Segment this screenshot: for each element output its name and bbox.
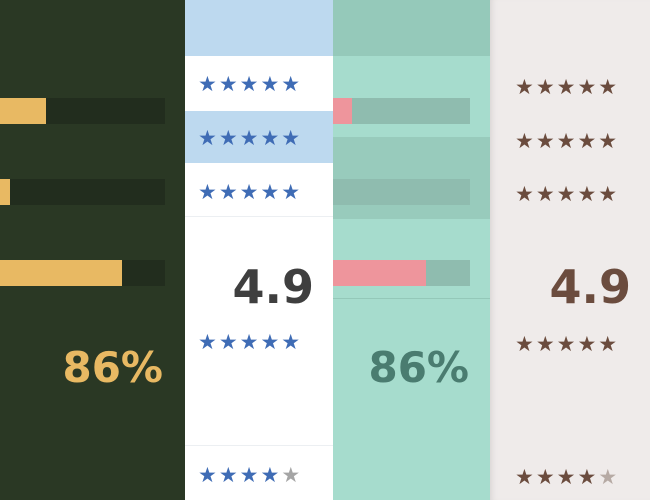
- star-empty-icon: ★: [598, 465, 620, 489]
- rating-bar-fill: [0, 179, 10, 205]
- star-rating: ★★★★★: [515, 182, 620, 206]
- rating-panel-blue: ★★★★★ ★★★★★ ★★★★★ 4.9 ★★★★★ ★★★★★: [185, 0, 333, 500]
- rating-score: 4.9: [232, 260, 315, 314]
- rating-bar-fill: [0, 98, 46, 124]
- star-rating: ★★★★★: [198, 330, 303, 354]
- star-rating: ★★★★★: [198, 180, 303, 204]
- star-rating-partial: ★★★★★: [198, 463, 302, 487]
- star-rating: ★★★★★: [198, 126, 303, 150]
- rating-percent: 86%: [368, 343, 469, 392]
- star-rating: ★★★★★: [515, 75, 620, 99]
- rating-bar-fill: [333, 260, 426, 286]
- rating-bar-track: [333, 260, 470, 286]
- rating-bar-track: [0, 179, 165, 205]
- panel-header: [185, 0, 333, 56]
- rating-bar-track: [333, 179, 470, 205]
- highlighted-row: [333, 137, 490, 219]
- rating-panel-grey: ★★★★★ ★★★★★ ★★★★★ 4.9 ★★★★★ ★★★★★: [490, 0, 650, 500]
- highlighted-row: [185, 111, 333, 163]
- star-rating: ★★★★★: [515, 129, 620, 153]
- star-empty-icon: ★: [281, 463, 303, 487]
- rating-panel-mint: 86%: [333, 0, 490, 500]
- rating-panel-dark: 86%: [0, 0, 185, 500]
- star-full-icon: ★★★★: [198, 463, 282, 487]
- row-divider: [185, 445, 333, 446]
- rating-bar-fill: [333, 98, 352, 124]
- rating-bar-track: [0, 260, 165, 286]
- rating-bar-track: [333, 98, 470, 124]
- rating-score: 4.9: [549, 260, 632, 314]
- rating-bar-track: [0, 98, 165, 124]
- row-divider: [185, 216, 333, 217]
- star-rating: ★★★★★: [198, 72, 303, 96]
- star-rating: ★★★★★: [515, 332, 620, 356]
- row-divider: [333, 298, 490, 299]
- star-rating-partial: ★★★★★: [515, 465, 619, 489]
- star-full-icon: ★★★★: [515, 465, 599, 489]
- rating-bar-fill: [0, 260, 122, 286]
- panel-header: [333, 0, 490, 56]
- rating-percent: 86%: [62, 343, 163, 392]
